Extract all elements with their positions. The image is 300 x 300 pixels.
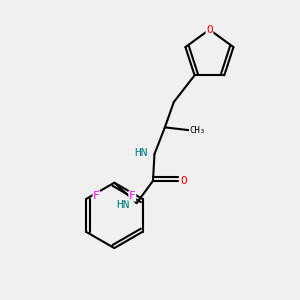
Text: HN: HN xyxy=(134,148,148,158)
Text: F: F xyxy=(93,191,100,201)
Text: O: O xyxy=(181,176,188,186)
Text: HN: HN xyxy=(116,200,130,210)
Text: CH₃: CH₃ xyxy=(190,126,206,135)
Text: O: O xyxy=(206,25,213,34)
Text: F: F xyxy=(129,191,136,201)
